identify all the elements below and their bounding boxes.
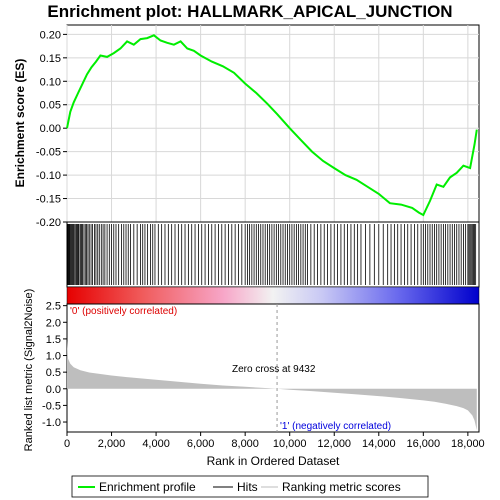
positive-correlation-label: '0' (positively correlated) xyxy=(70,306,177,317)
ranking-metric-area xyxy=(67,340,477,431)
x-tick-label: 14,000 xyxy=(362,438,396,450)
es-y-tick-label: 0.10 xyxy=(40,76,61,88)
es-y-tick-label: -0.20 xyxy=(36,217,61,229)
rank-y-axis: -1.0 -0.5 0.0 0.5 1.0 1.5 2.0 2.5 xyxy=(42,301,67,429)
x-axis-label: Rank in Ordered Dataset xyxy=(207,454,340,468)
x-tick-label: 10,000 xyxy=(273,438,307,450)
x-tick-label: 0 xyxy=(64,438,70,450)
legend: Enrichment profile Hits Ranking metric s… xyxy=(71,475,429,498)
es-y-axis-label: Enrichment score (ES) xyxy=(13,59,27,188)
enrichment-profile-line xyxy=(66,34,478,217)
rank-y-tick-label: -0.5 xyxy=(42,400,61,412)
es-y-tick-label: 0.15 xyxy=(40,53,61,65)
es-panel: -0.20 -0.15 -0.10 -0.05 0.00 0.05 0.10 0.15 0.20… xyxy=(13,24,480,229)
es-y-tick-label: -0.15 xyxy=(36,194,61,206)
rank-y-tick-label: -1.0 xyxy=(42,417,61,429)
x-tick-label: 12,000 xyxy=(317,438,351,450)
x-tick-label: 2,000 xyxy=(98,438,126,450)
es-y-tick-label: -0.05 xyxy=(36,147,61,159)
zero-cross-label: Zero cross at 9432 xyxy=(232,364,316,375)
x-axis: 0 2,000 4,000 6,000 8,000 10,000 12,000 14,000 1… xyxy=(64,432,485,450)
negative-correlation-label: '1' (negatively correlated) xyxy=(280,421,391,432)
rank-color-bar xyxy=(66,286,480,305)
legend-ranking-label: Ranking metric scores xyxy=(282,480,401,494)
hit-lines xyxy=(67,224,477,285)
es-y-tick-label: 0.20 xyxy=(40,29,61,41)
x-tick-label: 4,000 xyxy=(142,438,170,450)
legend-hits-label: Hits xyxy=(237,480,258,494)
x-tick-label: 6,000 xyxy=(187,438,215,450)
rank-y-tick-label: 0.0 xyxy=(46,384,61,396)
chart-title: Enrichment plot: HALLMARK_APICAL_JUNCTIO… xyxy=(47,2,452,21)
rank-y-tick-label: 1.0 xyxy=(46,351,61,363)
x-tick-label: 8,000 xyxy=(231,438,259,450)
rank-y-tick-label: 2.0 xyxy=(46,317,61,329)
x-tick-label: 16,000 xyxy=(406,438,440,450)
hits-panel-frame xyxy=(66,221,480,288)
es-y-axis: -0.20 -0.15 -0.10 -0.05 0.00 0.05 0.10 0.15 0.20 xyxy=(36,29,67,229)
legend-enrichment-label: Enrichment profile xyxy=(99,480,196,494)
rank-y-tick-label: 0.5 xyxy=(46,367,61,379)
x-tick-label: 18,000 xyxy=(451,438,485,450)
es-y-tick-label: 0.00 xyxy=(40,123,61,135)
es-gridlines xyxy=(66,25,479,223)
legend-frame xyxy=(71,475,429,498)
hits-panel xyxy=(66,221,480,305)
es-panel-frame xyxy=(66,24,480,223)
rank-panel-frame xyxy=(66,303,480,433)
es-y-tick-label: 0.05 xyxy=(40,100,61,112)
es-y-tick-label: -0.10 xyxy=(36,170,61,182)
rank-y-tick-label: 1.5 xyxy=(46,334,61,346)
rank-y-axis-label: Ranked list metric (Signal2Noise) xyxy=(23,289,35,452)
rank-panel: -1.0 -0.5 0.0 0.5 1.0 1.5 2.0 2.5 '0' (positive… xyxy=(23,289,480,452)
rank-y-tick-label: 2.5 xyxy=(46,301,61,313)
